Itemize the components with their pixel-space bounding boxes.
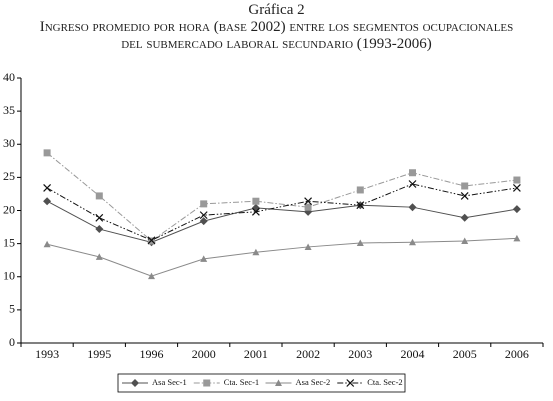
y-tick-label: 20: [3, 202, 15, 216]
point: [460, 213, 469, 222]
point: [251, 203, 260, 212]
series-line: [46, 200, 517, 243]
point: [95, 213, 104, 222]
point: [95, 253, 103, 260]
x-tick-label: 2002: [296, 347, 320, 361]
point: [252, 197, 260, 205]
point: [304, 243, 312, 250]
legend-marker: [203, 379, 211, 387]
point: [356, 201, 365, 210]
y-tick-label: 40: [3, 70, 15, 84]
point: [512, 205, 521, 214]
series-line: [46, 237, 517, 277]
legend-label: Cta. Sec-2: [367, 377, 402, 387]
legend: Asa Sec-1 Cta. Sec-1 Asa Sec-2 Cta. Sec-2: [117, 373, 406, 393]
y-tick-label: 25: [3, 169, 15, 183]
point: [513, 176, 521, 184]
point: [43, 184, 52, 192]
point: [200, 255, 208, 262]
x-tick-label: 1995: [87, 347, 111, 361]
x-tick-label: 2005: [453, 347, 477, 361]
chart-subtitle: Ingreso promedio por hora (base 2002) en…: [39, 19, 514, 52]
point: [43, 240, 51, 248]
point: [304, 203, 312, 211]
point: [199, 211, 208, 220]
x-tick-label: 1996: [140, 347, 164, 361]
x-tick-label: 2006: [505, 347, 529, 361]
legend-marker: [275, 379, 282, 386]
x-tick-label: 2001: [244, 347, 268, 361]
legend-box: [117, 373, 406, 393]
y-tick-label: 5: [9, 302, 15, 316]
point: [147, 236, 156, 245]
point: [95, 192, 103, 200]
chart-title: Gráfica 2: [248, 2, 305, 18]
point: [408, 203, 417, 212]
point: [199, 217, 208, 226]
point: [460, 192, 469, 200]
point: [148, 272, 155, 280]
x-tick-label: 2003: [348, 347, 372, 361]
point: [304, 197, 313, 206]
x-tick-label: 2004: [401, 347, 425, 361]
point: [251, 207, 260, 216]
y-tick-label: 15: [3, 235, 15, 249]
y-tick-label: 35: [3, 103, 15, 117]
point: [95, 225, 104, 234]
point: [356, 239, 364, 246]
legend-marker: [346, 379, 355, 387]
y-tick-label: 30: [3, 136, 15, 150]
point: [252, 248, 260, 256]
x-tick-label: 1993: [35, 347, 59, 361]
point: [461, 182, 469, 190]
series-line: [46, 152, 517, 242]
point: [512, 184, 521, 192]
point: [461, 237, 469, 244]
legend-marker: [131, 379, 139, 387]
point: [409, 238, 416, 246]
x-tick-label: 2000: [192, 347, 216, 361]
point: [43, 197, 52, 206]
legend-label: Asa Sec-2: [296, 377, 331, 387]
y-tick-label: 0: [9, 335, 15, 349]
y-tick-label: 10: [3, 269, 15, 283]
point: [356, 186, 364, 194]
legend-label: Cta. Sec-1: [224, 377, 259, 387]
point: [43, 149, 51, 157]
point: [513, 234, 521, 242]
legend-label: Asa Sec-1: [152, 377, 187, 387]
point: [200, 200, 208, 208]
point: [409, 169, 416, 177]
header: Gráfica 2 Ingreso promedio por hora (bas…: [30, 2, 523, 53]
point: [408, 180, 417, 188]
